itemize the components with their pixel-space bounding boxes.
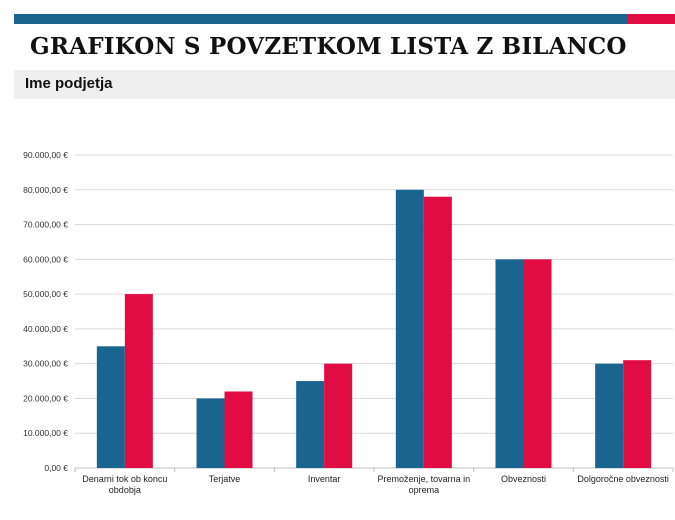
x-category-label: oprema xyxy=(409,485,440,495)
bar-1-3 xyxy=(395,189,424,468)
x-category-label: obdobja xyxy=(109,485,141,495)
y-tick-label: 50.000,00 € xyxy=(23,289,68,299)
y-tick-label: 70.000,00 € xyxy=(23,220,68,230)
y-tick-label: 40.000,00 € xyxy=(23,324,68,334)
bar-1-1 xyxy=(196,398,225,468)
y-tick-label: 60.000,00 € xyxy=(23,254,68,264)
company-name-banner: Ime podjetja xyxy=(14,70,675,99)
bar-1-2 xyxy=(296,381,325,468)
y-tick-label: 10.000,00 € xyxy=(23,428,68,438)
accent-bar-red xyxy=(628,14,675,24)
bar-1-4 xyxy=(495,259,524,468)
accent-bar-blue xyxy=(14,14,628,24)
x-category-label: Dolgoročne obveznosti xyxy=(577,474,669,484)
x-category-label: Terjatve xyxy=(209,474,241,484)
y-tick-label: 80.000,00 € xyxy=(23,185,68,195)
bar-2-1 xyxy=(224,391,253,468)
y-tick-label: 90.000,00 € xyxy=(23,150,68,160)
company-name: Ime podjetja xyxy=(25,75,113,92)
x-category-label: Premoženje, tovarna in xyxy=(378,474,471,484)
bar-2-5 xyxy=(623,360,652,468)
y-tick-label: 30.000,00 € xyxy=(23,359,68,369)
top-accent-bar xyxy=(14,14,675,24)
bar-1-5 xyxy=(595,363,624,468)
x-category-label: Denarni tok ob koncu xyxy=(82,474,167,484)
y-tick-label: 20.000,00 € xyxy=(23,393,68,403)
bar-2-0 xyxy=(124,294,153,468)
x-category-label: Inventar xyxy=(308,474,341,484)
bar-2-3 xyxy=(423,196,452,468)
page-title: GRAFIKON S POVZETKOM LISTA Z BILANCO xyxy=(30,33,627,60)
bar-2-2 xyxy=(324,363,353,468)
bar-1-0 xyxy=(96,346,125,468)
x-category-label: Obveznosti xyxy=(501,474,546,484)
y-tick-label: 0,00 € xyxy=(44,463,68,473)
bar-2-4 xyxy=(523,259,552,468)
